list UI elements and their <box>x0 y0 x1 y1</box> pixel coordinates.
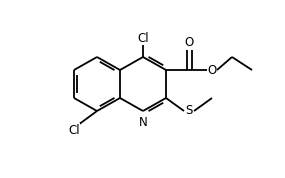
Text: O: O <box>207 64 217 77</box>
Text: N: N <box>139 116 147 129</box>
Text: Cl: Cl <box>137 32 149 44</box>
Text: O: O <box>184 36 194 49</box>
Text: Cl: Cl <box>68 124 80 137</box>
Text: S: S <box>185 104 193 117</box>
